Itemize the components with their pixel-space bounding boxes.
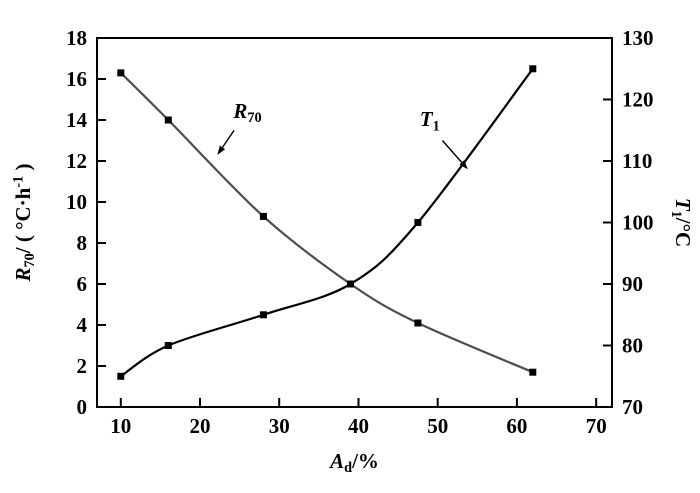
y-right-axis-title-part: /°C [671,217,695,247]
y-left-axis-title-part: -1 [11,176,27,188]
annotation-T1-arrow-line [441,140,463,163]
x-axis-title: Ad/% [328,449,379,476]
x-tick-label: 70 [586,414,607,438]
y-left-tick-label: 16 [66,67,87,91]
y-right-tick-label: 90 [622,272,643,296]
y-left-tick-label: 10 [66,190,87,214]
annotation-R70-arrow-head [217,145,226,155]
annotation-T1-label: T1 [420,107,440,134]
y-left-tick-label: 8 [77,231,88,255]
y-left-axis-title: R70/ ( °C·h-1 ) [11,163,39,282]
y-right-tick-label: 130 [622,26,654,50]
x-tick-label: 30 [269,414,290,438]
annotation-T1-label-part: T [420,107,434,131]
y-right-tick-label: 110 [622,149,652,173]
y-left-axis-title-part: ) [11,163,35,175]
x-tick-label: 10 [110,414,131,438]
x-axis-title-part: A [328,449,344,473]
series-T1-marker [414,219,422,226]
x-tick-label: 40 [348,414,369,438]
y-right-axis-title: T1/°C [668,198,695,247]
y-right-tick-label: 70 [622,395,643,419]
y-left-tick-label: 4 [77,313,88,337]
y-left-axis-title-part: R [11,268,35,283]
series-R70-marker [259,212,267,220]
x-tick-label: 50 [427,414,448,438]
series-T1-curve [119,67,534,378]
x-tick-label: 60 [506,414,527,438]
annotation-R70-label-part: R [232,99,247,123]
x-axis-title-part: /% [351,449,379,473]
plot-frame [96,37,613,408]
annotation-R70-arrow-line [221,129,235,148]
series-R70-curve [119,71,534,374]
annotation-T1-label-part: 1 [433,118,440,134]
y-right-tick-label: 120 [622,88,654,112]
series-T1-marker [117,372,125,380]
y-left-tick-label: 2 [77,354,88,378]
y-left-axis-title-part: / ( °C·h [11,187,35,254]
y-left-axis-title-part: 70 [22,253,38,267]
series-R70-marker [414,319,422,327]
y-left-tick-label: 18 [66,26,87,50]
y-left-tick-label: 0 [77,395,88,419]
series-R70-marker [529,368,537,376]
y-left-tick-label: 6 [77,272,88,296]
annotation-R70-label-part: 70 [247,110,261,126]
series-R70-marker [117,69,125,77]
x-tick-label: 20 [190,414,211,438]
y-right-tick-label: 80 [622,334,643,358]
series-T1-marker [347,280,354,288]
y-left-tick-label: 12 [66,149,87,173]
y-left-tick-label: 14 [66,108,88,132]
series-T1-marker [529,65,537,73]
annotation-T1-arrow-head [459,160,468,170]
series-T1-marker [259,311,267,319]
series-R70-marker [164,116,172,124]
y-right-axis-title-part: T [671,198,695,212]
y-right-tick-label: 100 [622,211,654,235]
series-T1-marker [164,342,172,349]
y-right-axis-title-part: 1 [668,211,684,218]
x-axis-title-part: d [344,460,352,476]
annotation-R70-label: R70 [232,99,261,126]
